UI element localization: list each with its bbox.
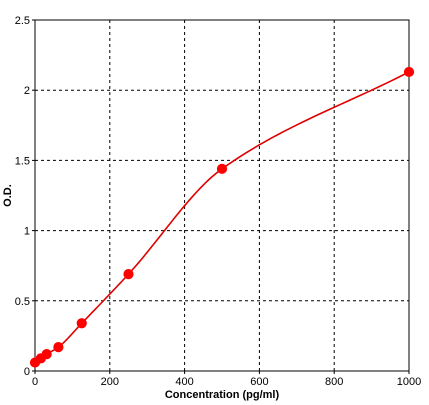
grid bbox=[35, 20, 409, 371]
data-point bbox=[123, 269, 134, 280]
x-tick-label: 400 bbox=[175, 376, 193, 388]
data-point bbox=[41, 349, 52, 360]
y-tick-label: 1.5 bbox=[15, 155, 30, 167]
y-tick-label: 2.5 bbox=[15, 15, 30, 27]
y-axis-title: O.D. bbox=[2, 184, 14, 207]
data-points bbox=[29, 66, 415, 368]
plot-area-frame bbox=[34, 19, 410, 372]
y-tick-label: 0 bbox=[24, 366, 30, 378]
data-point bbox=[53, 342, 64, 353]
x-axis-title: Concentration (pg/ml) bbox=[165, 389, 280, 401]
data-point bbox=[403, 66, 415, 78]
y-tick-label: 0.5 bbox=[15, 296, 30, 308]
x-tick-label: 0 bbox=[32, 376, 38, 388]
x-tick-label: 800 bbox=[325, 376, 343, 388]
data-point bbox=[216, 163, 228, 174]
y-tick-label: 1 bbox=[24, 226, 30, 238]
axis-ticks: 0 200 400 600 800 1000 0 0.5 1 1.5 2 2.5 bbox=[15, 15, 422, 388]
fitted-curve bbox=[34, 71, 410, 364]
x-tick-label: 600 bbox=[250, 376, 268, 388]
y-tick-label: 2 bbox=[24, 85, 30, 97]
x-tick-label: 1000 bbox=[397, 376, 421, 388]
data-point bbox=[76, 318, 87, 329]
x-tick-label: 200 bbox=[101, 376, 119, 388]
